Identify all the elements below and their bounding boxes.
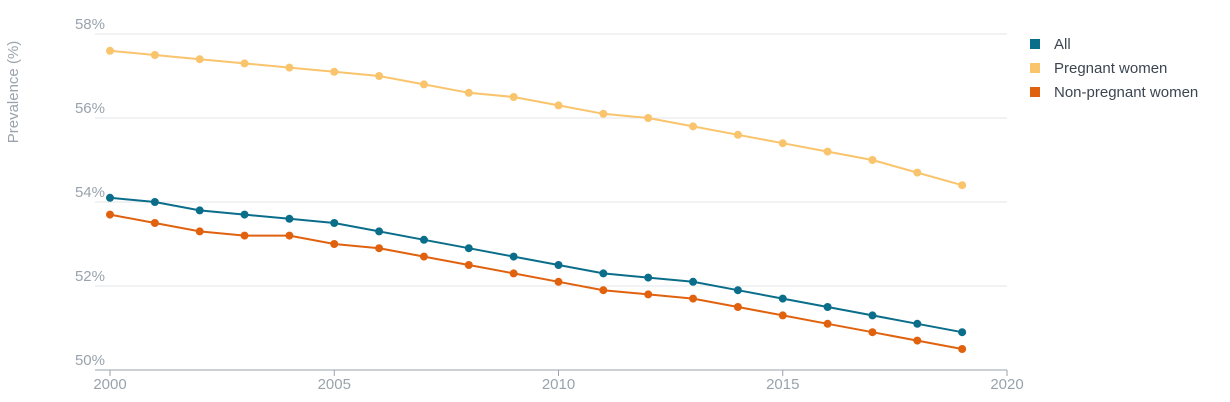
data-point-pregnant-women[interactable] xyxy=(554,101,563,110)
data-point-non-pregnant-women[interactable] xyxy=(689,294,698,303)
data-point-non-pregnant-women[interactable] xyxy=(644,290,653,299)
data-point-all[interactable] xyxy=(285,214,294,223)
legend-swatch xyxy=(1030,63,1040,73)
x-tick-label: 2000 xyxy=(93,376,126,393)
data-point-pregnant-women[interactable] xyxy=(285,63,294,72)
y-tick-label: 54% xyxy=(75,184,105,201)
data-point-pregnant-women[interactable] xyxy=(330,67,339,76)
data-point-all[interactable] xyxy=(375,227,384,236)
data-point-all[interactable] xyxy=(195,206,204,215)
data-point-non-pregnant-women[interactable] xyxy=(285,231,294,240)
legend-item[interactable]: Pregnant women xyxy=(1030,56,1198,80)
data-point-pregnant-women[interactable] xyxy=(644,114,653,122)
data-point-non-pregnant-women[interactable] xyxy=(375,244,384,253)
data-point-all[interactable] xyxy=(644,273,653,282)
data-point-pregnant-women[interactable] xyxy=(689,122,698,131)
series-all xyxy=(106,193,967,337)
data-point-non-pregnant-women[interactable] xyxy=(554,277,563,286)
data-point-pregnant-women[interactable] xyxy=(868,156,877,164)
data-point-non-pregnant-women[interactable] xyxy=(106,210,114,219)
y-tick-label: 58% xyxy=(75,16,105,33)
data-point-pregnant-women[interactable] xyxy=(958,181,967,190)
data-point-non-pregnant-women[interactable] xyxy=(464,261,473,269)
data-point-non-pregnant-women[interactable] xyxy=(240,231,249,240)
data-point-all[interactable] xyxy=(240,210,249,219)
data-point-pregnant-women[interactable] xyxy=(823,147,832,156)
legend: All Pregnant women Non-pregnant women xyxy=(1030,32,1198,104)
data-point-all[interactable] xyxy=(868,311,877,320)
series-line-non-pregnant-women xyxy=(109,213,963,350)
data-point-non-pregnant-women[interactable] xyxy=(778,311,787,320)
data-point-pregnant-women[interactable] xyxy=(464,88,473,97)
data-point-non-pregnant-women[interactable] xyxy=(868,328,877,337)
data-point-pregnant-women[interactable] xyxy=(778,139,787,148)
data-point-all[interactable] xyxy=(823,303,832,311)
data-point-pregnant-women[interactable] xyxy=(913,168,922,177)
data-point-non-pregnant-women[interactable] xyxy=(733,303,742,311)
series-non-pregnant-women xyxy=(106,210,967,353)
data-point-non-pregnant-women[interactable] xyxy=(958,345,967,353)
data-point-non-pregnant-women[interactable] xyxy=(419,252,428,261)
y-tick-label: 52% xyxy=(75,268,105,285)
data-point-all[interactable] xyxy=(150,198,159,206)
data-point-pregnant-women[interactable] xyxy=(419,80,428,89)
series-lines xyxy=(106,46,967,353)
series-line-pregnant-women xyxy=(109,49,963,187)
legend-swatch xyxy=(1030,39,1040,49)
legend-label: All xyxy=(1054,35,1071,53)
data-point-non-pregnant-women[interactable] xyxy=(599,286,608,295)
y-axis-label: Prevalence (%) xyxy=(5,41,22,144)
data-point-non-pregnant-women[interactable] xyxy=(823,319,832,328)
series-line-all xyxy=(109,196,963,334)
x-tick-label: 2015 xyxy=(766,376,799,393)
legend-item[interactable]: All xyxy=(1030,32,1198,56)
x-tick-label: 2005 xyxy=(318,376,351,393)
data-point-all[interactable] xyxy=(509,252,518,261)
legend-item[interactable]: Non-pregnant women xyxy=(1030,80,1198,104)
y-tick-label: 56% xyxy=(75,100,105,117)
data-point-all[interactable] xyxy=(913,319,922,328)
data-point-all[interactable] xyxy=(330,219,339,227)
data-point-pregnant-women[interactable] xyxy=(150,51,159,59)
data-point-non-pregnant-women[interactable] xyxy=(330,240,339,248)
series-pregnant-women xyxy=(106,46,967,190)
data-point-all[interactable] xyxy=(689,277,698,286)
x-tick-label: 2010 xyxy=(542,376,575,393)
legend-label: Pregnant women xyxy=(1054,59,1168,77)
x-tick-labels: 2000 2005 2010 2015 2020 xyxy=(93,370,1024,393)
data-point-all[interactable] xyxy=(419,235,428,244)
data-point-all[interactable] xyxy=(733,286,742,295)
y-tick-labels: 50% 52% 54% 56% 58% xyxy=(75,16,105,369)
data-point-non-pregnant-women[interactable] xyxy=(509,269,518,278)
data-point-all[interactable] xyxy=(464,244,473,253)
data-point-pregnant-women[interactable] xyxy=(240,59,249,68)
data-point-non-pregnant-women[interactable] xyxy=(195,227,204,236)
data-point-pregnant-women[interactable] xyxy=(375,72,384,80)
data-point-pregnant-women[interactable] xyxy=(733,130,742,139)
legend-swatch xyxy=(1030,87,1040,97)
data-point-pregnant-women[interactable] xyxy=(599,109,608,118)
data-point-pregnant-women[interactable] xyxy=(509,93,518,101)
legend-label: Non-pregnant women xyxy=(1054,83,1199,101)
data-point-all[interactable] xyxy=(554,261,563,269)
data-point-all[interactable] xyxy=(958,328,967,337)
y-tick-label: 50% xyxy=(75,352,105,369)
data-point-all[interactable] xyxy=(778,294,787,303)
data-point-non-pregnant-women[interactable] xyxy=(913,336,922,345)
data-point-non-pregnant-women[interactable] xyxy=(150,219,159,227)
data-point-all[interactable] xyxy=(106,193,114,202)
data-point-pregnant-women[interactable] xyxy=(195,55,204,64)
data-point-pregnant-women[interactable] xyxy=(106,46,114,55)
x-tick-label: 2020 xyxy=(990,376,1023,393)
gridlines xyxy=(95,33,1007,371)
data-point-all[interactable] xyxy=(599,269,608,278)
